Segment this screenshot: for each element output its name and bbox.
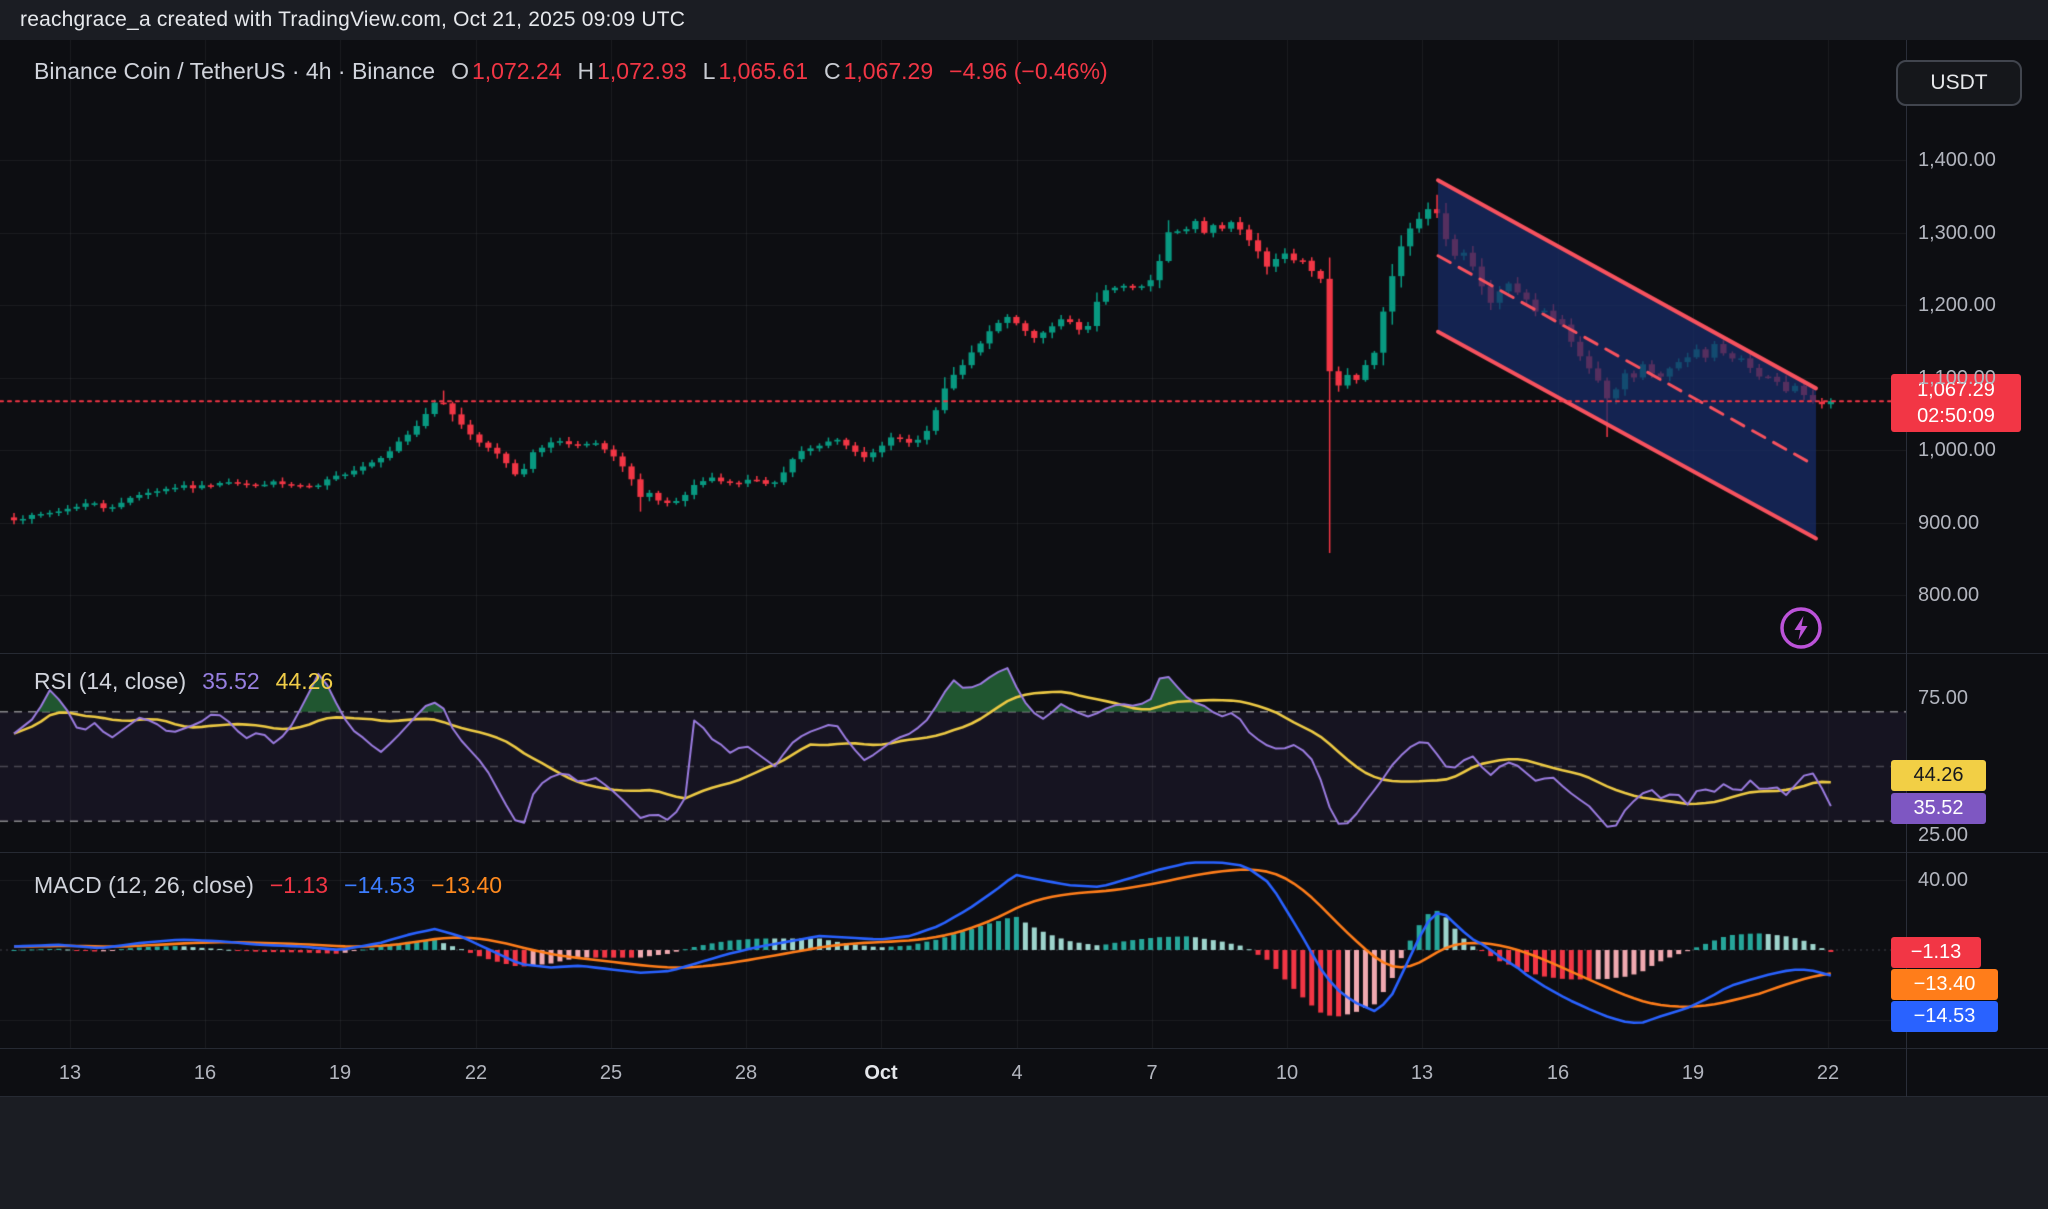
macd-signal-value: −13.40 (431, 872, 503, 898)
rsi-line-value: 35.52 (202, 668, 260, 694)
macd-line-value: −14.53 (344, 872, 416, 898)
price-chart-canvas[interactable] (0, 40, 1906, 653)
exchange-label: Binance (351, 58, 436, 84)
time-axis-label[interactable]: 7 (1146, 1062, 1158, 1084)
price-axis-separator[interactable] (1906, 40, 1907, 1097)
price-tick-label: 900.00 (1918, 511, 1980, 534)
bar-countdown: 02:50:09 (1917, 405, 1995, 427)
rsi-legend[interactable]: RSI (14, close) 35.52 44.26 (34, 668, 333, 695)
rsi-ma-badge: 44.26 (1891, 760, 1986, 791)
price-tick-label: 1,300.00 (1918, 221, 1996, 244)
time-axis-label[interactable]: 13 (58, 1062, 82, 1084)
attribution-bar: reachgrace_a created with TradingView.co… (0, 0, 2048, 40)
time-axis-label[interactable]: Oct (864, 1062, 898, 1084)
pane-separator[interactable] (0, 653, 2048, 654)
last-price-badge: 1,067.29 02:50:09 (1891, 374, 2021, 432)
rsi-line-badge: 35.52 (1891, 793, 1986, 824)
macd-title: MACD (12, 26, close) (34, 872, 254, 898)
macd-legend[interactable]: MACD (12, 26, close) −1.13 −14.53 −13.40 (34, 872, 502, 899)
interval-label: 4h (305, 58, 332, 84)
footer-separator (0, 1096, 2048, 1097)
rsi-tick-label: 25.00 (1918, 824, 1969, 846)
flash-tool-button[interactable] (1779, 606, 1823, 650)
symbol-name[interactable]: Binance Coin / TetherUS · 4h · Binance (34, 58, 436, 84)
ohlc-open: O 1,072.24 (451, 58, 562, 84)
rsi-pane-canvas[interactable] (0, 654, 1906, 852)
change-label: −4.96 (−0.46%) (949, 58, 1108, 84)
attribution-text: reachgrace_a created with TradingView.co… (20, 8, 686, 31)
pane-separator[interactable] (0, 852, 2048, 853)
macd-line-badge: −14.53 (1891, 1001, 1998, 1032)
price-tick-label: 1,400.00 (1918, 149, 1996, 171)
time-axis-label[interactable]: 10 (1275, 1062, 1299, 1084)
time-axis-label[interactable]: 25 (599, 1062, 623, 1084)
time-axis-label[interactable]: 4 (1011, 1062, 1023, 1084)
price-tick-label: 1,000.00 (1918, 439, 1996, 461)
rsi-tick-label: 75.00 (1918, 687, 1969, 709)
price-tick-label: 1,100.00 (1918, 366, 1996, 389)
symbol-legend: Binance Coin / TetherUS · 4h · Binance O… (34, 58, 1108, 85)
lightning-icon (1780, 607, 1822, 649)
last-price-value: 1,067.29 (1917, 379, 1995, 401)
footer-bar: TradingView (0, 1097, 2048, 1209)
time-axis-label[interactable]: 13 (1410, 1062, 1434, 1084)
time-axis-label[interactable]: 19 (1681, 1062, 1705, 1084)
ohlc-low: L 1,065.61 (702, 58, 808, 84)
macd-hist-value: −1.13 (269, 872, 329, 898)
rsi-title: RSI (14, close) (34, 668, 187, 694)
time-axis-label[interactable]: 28 (734, 1062, 758, 1084)
price-tick-label: 1,200.00 (1918, 294, 1996, 316)
currency-toggle-button[interactable]: USDT (1896, 60, 2022, 106)
time-axis-label[interactable]: 22 (464, 1062, 488, 1084)
macd-tick-label: 40.00 (1918, 869, 1969, 891)
time-axis-label[interactable]: 16 (193, 1062, 217, 1084)
macd-signal-badge: −13.40 (1891, 969, 1998, 1000)
macd-pane-canvas[interactable] (0, 853, 1906, 1048)
price-tick-label: 800.00 (1918, 584, 1980, 606)
macd-hist-badge: −1.13 (1891, 937, 1981, 968)
time-axis-separator (0, 1048, 2048, 1049)
time-axis-label[interactable]: 22 (1816, 1062, 1840, 1084)
time-axis-label[interactable]: 16 (1546, 1062, 1570, 1084)
ohlc-high: H 1,072.93 (577, 58, 687, 84)
rsi-ma-value: 44.26 (275, 668, 334, 694)
ohlc-close: C 1,067.29 (823, 58, 934, 84)
time-axis-label[interactable]: 19 (328, 1062, 352, 1084)
